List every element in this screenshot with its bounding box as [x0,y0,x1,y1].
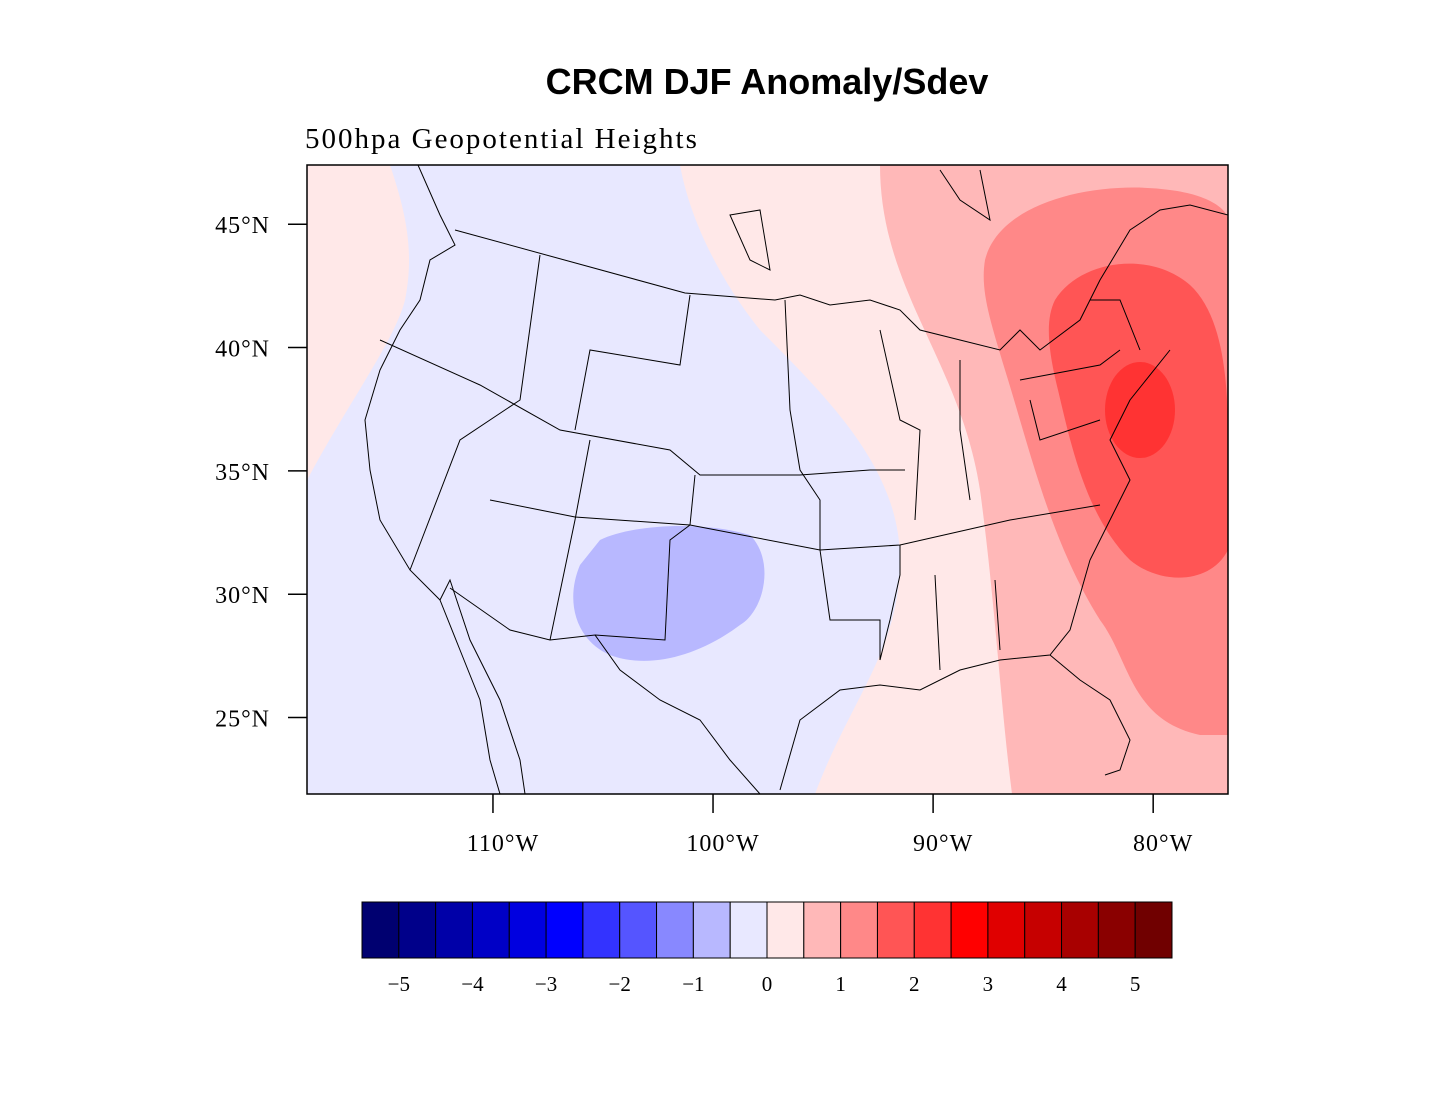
y-tick-label: 35°N [215,460,270,486]
colorbar-label: 2 [909,972,920,996]
colorbar-box [913,901,952,959]
colorbar-box [619,901,658,959]
colorbar-label: 1 [835,972,846,996]
colorbar-box [692,901,731,959]
y-tick-label: 30°N [215,583,270,609]
colorbar-label: −5 [388,972,410,996]
colorbar-box [582,901,621,959]
colorbar-label: 4 [1056,972,1067,996]
colorbar-box [656,901,694,959]
colorbar-box [1061,901,1099,959]
colorbar-box [950,901,989,959]
colorbar-box [435,901,473,959]
chart-subtitle: 500hpa Geopotential Heights [305,123,699,155]
x-tick-label: 110°W [467,831,539,857]
colorbar-box [361,901,400,959]
colorbar-box [840,901,878,959]
colorbar-label: 3 [983,972,994,996]
colorbar-box [398,901,437,959]
colorbar-box [1024,901,1063,959]
x-tick-label: 90°W [913,831,973,857]
colorbar-label: 0 [762,972,773,996]
y-tick-label: 45°N [215,213,270,239]
y-tick-label: 40°N [215,337,270,363]
x-tick-label: 80°W [1133,831,1193,857]
colorbar-label: −4 [461,972,484,996]
colorbar-label: −1 [682,972,704,996]
colorbar-box [729,901,768,959]
colorbar-box [766,901,805,959]
colorbar-box [876,901,915,959]
colorbar-label: 5 [1130,972,1141,996]
colorbar-box [1134,901,1173,959]
colorbar-box [471,901,510,959]
colorbar-box [508,901,547,959]
x-tick-label: 100°W [686,831,759,857]
colorbar-box [803,901,842,959]
y-tick-label: 25°N [215,707,270,733]
chart-title: CRCM DJF Anomaly/Sdev [546,61,989,102]
contour-fill [307,165,1228,794]
colorbar-box [987,901,1026,959]
colorbar-box [545,901,584,959]
plot-frame [306,164,1229,795]
map-outlines [364,165,1228,794]
colorbar-label: −3 [535,972,557,996]
colorbar-label: −2 [609,972,631,996]
colorbar-box [1097,901,1136,959]
